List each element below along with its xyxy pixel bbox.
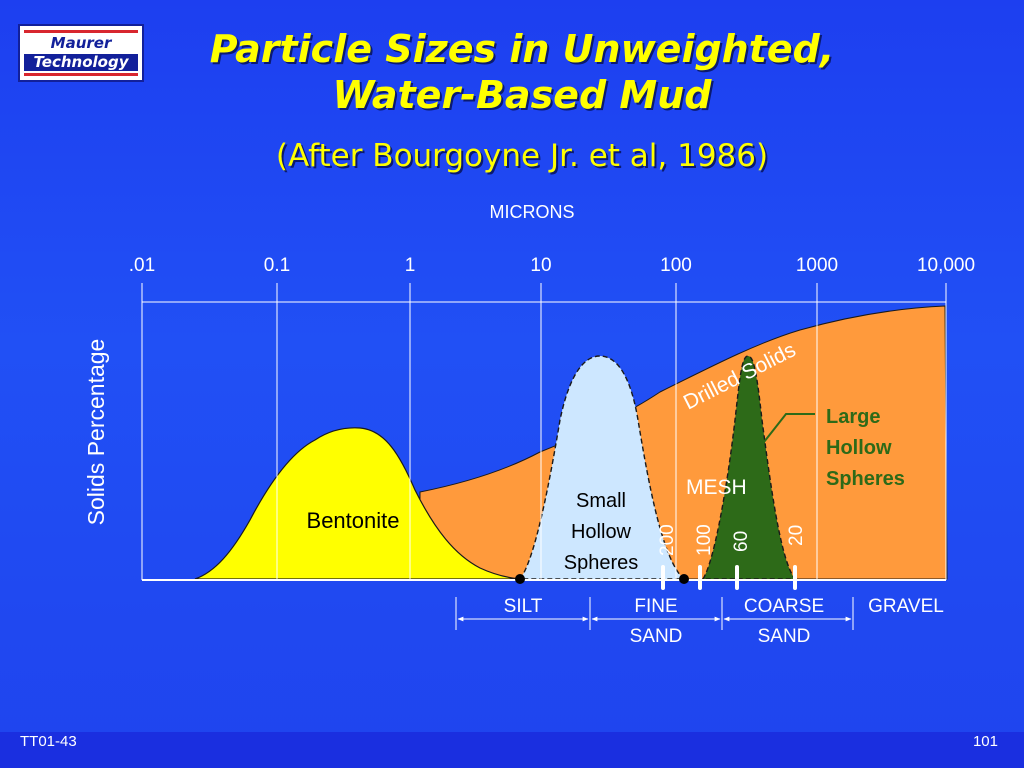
small-hollow-label-1: Small (576, 490, 626, 512)
maurer-technology-logo: Maurer Technology (18, 24, 144, 82)
coarse-sand-label-2: SAND (758, 626, 811, 647)
micron-tick-6: 10,000 (917, 255, 975, 276)
silt-label: SILT (504, 596, 543, 617)
mesh-tick-100: 100 (694, 524, 715, 556)
slide-subtitle: (After Bourgoyne Jr. et al, 1986) (275, 138, 769, 174)
y-axis-label: Solids Percentage (83, 339, 109, 526)
gravel-label: GRAVEL (868, 596, 944, 617)
mesh-tick-20: 20 (786, 525, 807, 546)
fine-sand-label-2: SAND (630, 626, 683, 647)
micron-tick-0: .01 (129, 255, 155, 276)
small-hollow-label-2: Hollow (571, 521, 632, 543)
fine-sand-label-1: FINE (634, 596, 677, 617)
slide-title: Particle Sizes in Unweighted, Water-Base… (150, 26, 894, 118)
footer-band (0, 732, 1024, 768)
coarse-sand-label-1: COARSE (744, 596, 824, 617)
mesh-tick-60: 60 (731, 531, 752, 552)
large-hollow-spheres-area (701, 355, 797, 580)
large-hollow-pointer (763, 413, 815, 443)
micron-tick-1: 0.1 (264, 255, 290, 276)
large-hollow-label-2: Hollow (826, 437, 892, 459)
mesh-label: MESH (686, 476, 747, 499)
small-hollow-label-3: Spheres (564, 552, 639, 574)
bentonite-label: Bentonite (307, 508, 400, 533)
bentonite-area (194, 427, 521, 580)
mesh-tick-200: 200 (657, 524, 678, 556)
micron-tick-5: 1000 (796, 255, 838, 276)
silt-boundary-dot (515, 574, 525, 584)
sand-boundary-dot (679, 574, 689, 584)
title-line-1: Particle Sizes in Unweighted, (209, 27, 835, 71)
logo-stripe-bottom (24, 73, 138, 76)
microns-label: MICRONS (490, 202, 575, 222)
micron-tick-2: 1 (405, 255, 416, 276)
size-class-ranges (455, 597, 854, 630)
large-hollow-label-3: Spheres (826, 468, 905, 490)
page-number: 101 (972, 733, 998, 750)
title-line-2: Water-Based Mud (332, 73, 712, 117)
logo-line-1: Maurer (50, 34, 112, 52)
small-hollow-spheres-area (518, 355, 686, 580)
logo-stripe-top (24, 30, 138, 33)
large-hollow-label-1: Large (826, 406, 880, 428)
mesh-markers (661, 565, 797, 590)
micron-grid (141, 283, 947, 581)
logo-line-2: Technology (24, 54, 138, 71)
micron-tick-4: 100 (660, 255, 692, 276)
micron-tick-3: 10 (530, 255, 551, 276)
footer-code: TT01-43 (20, 733, 77, 750)
